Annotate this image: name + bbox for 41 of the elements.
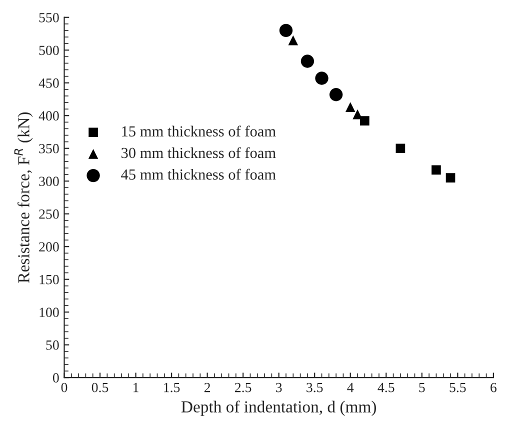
x-tick-label: 5 [419,382,425,392]
y-tick-label: 500 [39,46,59,56]
point [432,165,441,175]
y-tick-label: 550 [39,12,59,22]
x-tick-label: 1.5 [164,382,180,392]
x-tick-label: 6 [490,382,496,392]
legend-label: 15 mm thickness of foam [122,126,276,137]
y-tick-label: 150 [40,274,59,284]
point [288,35,298,46]
y-axis-title: Resistance force, F$^{R}$ (kN) [14,112,33,283]
x-tick-label: 3 [276,382,282,392]
legend-label: 45 mm thickness of foam [121,168,276,180]
point [315,72,328,85]
point [345,102,356,112]
x-tick-label: 5.5 [450,382,466,392]
x-tick-label: 1 [134,382,138,392]
x-tick-label: 2.5 [235,382,252,392]
x-axis-title: Depth of indentation, d (mm) [181,400,376,416]
point [446,173,456,182]
y-tick-label: 250 [39,209,59,219]
legend-label: 30 mm thickness of foam [122,147,276,158]
point [329,88,343,102]
x-tick-label: 0.5 [92,382,108,392]
y-tick-label: 50 [46,340,59,350]
point [352,109,362,120]
point [300,54,314,68]
y-tick-label: 450 [38,78,59,88]
x-tick-label: 4 [347,382,354,392]
x-tick-label: 4.5 [378,382,394,392]
point [360,116,370,126]
x-tick-label: 2 [204,382,210,392]
y-tick-label: 350 [39,144,59,154]
y-tick-label: 200 [39,242,59,252]
x-tick-label: 3.5 [306,382,323,392]
y-tick-label: 100 [40,308,59,318]
y-tick-label: 400 [38,111,59,121]
y-tick-label: 0 [52,373,59,383]
point [279,24,293,38]
y-tick-label: 300 [39,176,59,186]
x-tick-label: 0 [61,382,68,392]
point [396,144,406,154]
